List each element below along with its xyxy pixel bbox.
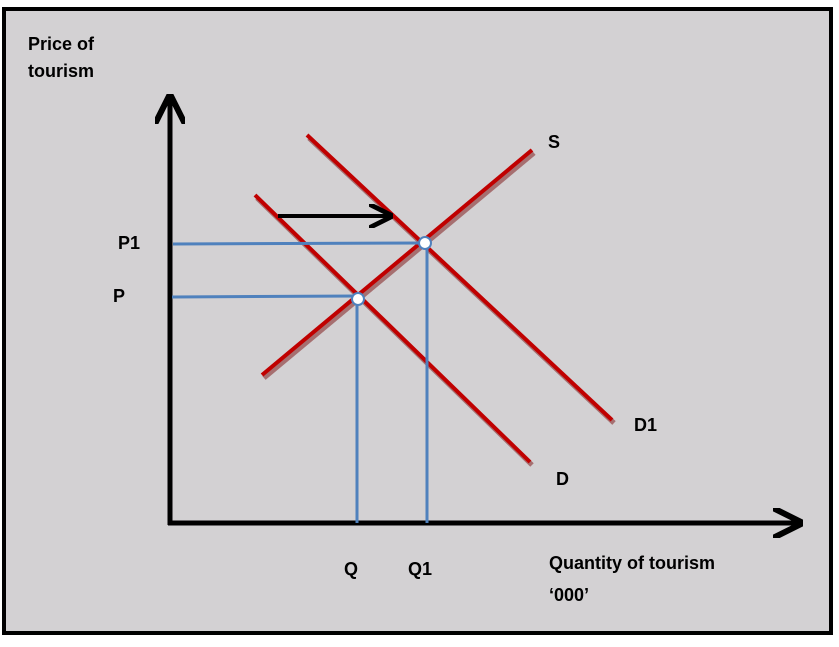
frame (2, 7, 833, 635)
price-label: P (113, 286, 125, 306)
guide-lines (171, 241, 429, 523)
curve-label: D (556, 469, 569, 489)
y-axis-label: tourism (28, 61, 94, 81)
equilibrium-point (351, 292, 365, 306)
x-axis-label: ‘000’ (549, 585, 589, 605)
demand-curve (253, 193, 532, 464)
curve-label: S (548, 132, 560, 152)
supply-curve (260, 148, 534, 377)
x-axis-label: Quantity of tourism (549, 553, 715, 573)
y-axis-label: Price of (28, 34, 95, 54)
quantity-label: Q1 (408, 559, 432, 579)
price-label: P1 (118, 233, 140, 253)
quantity-label: Q (344, 559, 358, 579)
demand-new-curve (305, 133, 614, 422)
equilibrium-point (418, 236, 432, 250)
curve-label: D1 (634, 415, 657, 435)
